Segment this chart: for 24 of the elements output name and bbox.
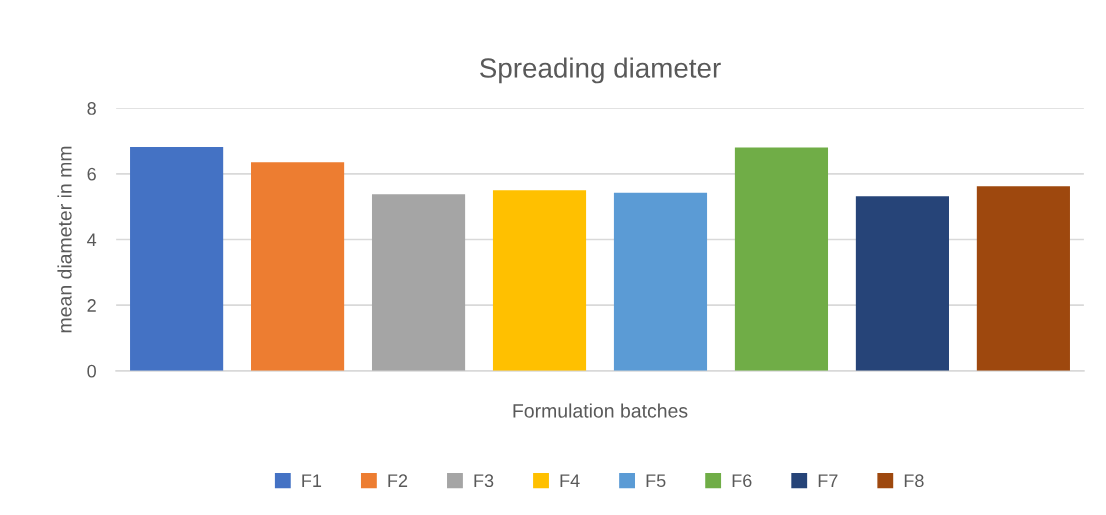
y-tick-label: 6 (87, 167, 96, 181)
chart-title: Spreading diameter (480, 57, 721, 84)
bar (976, 186, 1070, 371)
y-tick-label: 0 (87, 364, 96, 378)
x-axis-title: Formulation batches (513, 403, 688, 418)
legend-label: F1 (302, 474, 322, 487)
y-tick-label: 8 (87, 102, 96, 115)
legend-label: F8 (904, 474, 924, 488)
bar (734, 147, 829, 371)
legend-label: F2 (388, 474, 408, 487)
y-tick-label: 2 (87, 299, 96, 312)
bar (855, 196, 949, 371)
bar (371, 194, 466, 371)
bar (130, 146, 224, 371)
y-axis-title: mean diameter in mm (57, 146, 72, 333)
bar (613, 192, 708, 371)
legend-label: F7 (818, 474, 838, 487)
legend-label: F3 (474, 474, 494, 488)
bar (251, 162, 345, 371)
y-tick-label: 4 (87, 233, 97, 247)
legend-label: F6 (732, 474, 752, 488)
legend-label: F4 (560, 474, 580, 487)
bar (492, 190, 587, 371)
legend-label: F5 (646, 474, 666, 488)
